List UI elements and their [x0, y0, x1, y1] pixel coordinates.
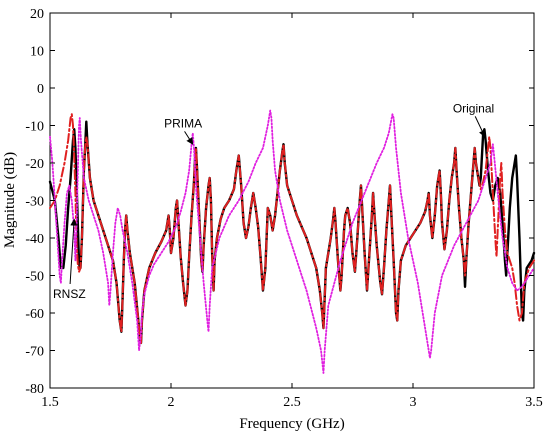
y-axis-label: Magnitude (dB)	[2, 152, 18, 248]
y-tick-label: -30	[25, 195, 44, 210]
annotation-arrow-prima	[184, 131, 194, 145]
y-tick-label: -50	[25, 270, 44, 285]
x-tick-label: 2.5	[283, 395, 301, 410]
annotation-arrow-rnsz	[69, 218, 78, 285]
annotation-label-rnsz: RNSZ	[53, 287, 86, 301]
x-tick-label: 1.5	[41, 395, 59, 410]
x-tick-label: 3.5	[525, 395, 543, 410]
annotation-label-prima: PRIMA	[164, 116, 202, 130]
series-layer	[48, 109, 536, 374]
y-tick-label: -70	[25, 345, 44, 360]
y-tick-label: 10	[30, 45, 44, 60]
ticks-layer: 1.5 2 2.5 3 3.5 20 10 0 -10 -20 -30 -40 -50 -60 -70 -80	[25, 7, 542, 410]
x-axis-label: Frequency (GHz)	[239, 416, 344, 432]
series-line-prima	[49, 109, 535, 374]
annotation-label-original: Original	[453, 101, 494, 115]
y-tick-label: -80	[25, 382, 44, 397]
y-tick-label: -40	[25, 232, 44, 247]
series-line-rnsz	[49, 113, 535, 344]
y-tick-label: 20	[30, 7, 44, 22]
annotation-arrow-original	[474, 116, 486, 138]
y-tick-label: -10	[25, 120, 44, 135]
x-tick-label: 2	[168, 395, 175, 410]
y-tick-label: 0	[37, 82, 44, 97]
x-tick-label: 3	[410, 395, 417, 410]
y-tick-label: -60	[25, 307, 44, 322]
y-tick-label: -20	[25, 157, 44, 172]
annotations-layer: Original PRIMA RNSZ	[53, 101, 494, 301]
